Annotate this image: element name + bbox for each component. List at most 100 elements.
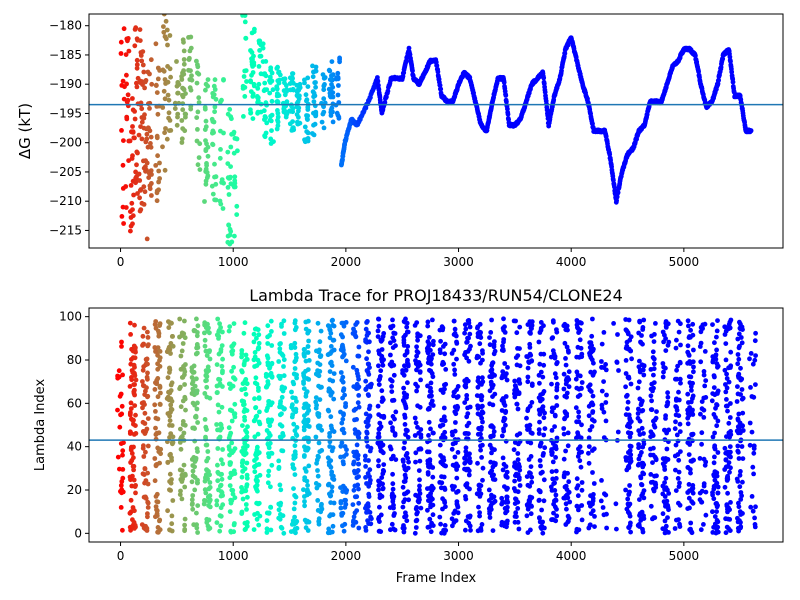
lambda-point	[294, 433, 300, 438]
lambda-point	[590, 393, 596, 399]
lambda-point	[429, 520, 434, 526]
lambda-point	[142, 410, 148, 416]
lambda-point	[318, 353, 324, 358]
lambda-point	[690, 393, 696, 399]
lambda-point	[738, 520, 743, 525]
lambda-point	[579, 487, 585, 493]
lambda-point	[691, 347, 696, 353]
delta-g-point	[231, 184, 237, 190]
lambda-point	[488, 434, 493, 439]
lambda-point	[133, 377, 139, 383]
lambda-point	[688, 374, 694, 380]
lambda-point	[306, 318, 311, 324]
lambda-point	[218, 482, 224, 488]
lambda-point	[154, 507, 159, 513]
lambda-point	[255, 431, 261, 437]
lambda-point	[753, 504, 758, 510]
delta-g-point	[234, 136, 239, 142]
lambda-point	[751, 450, 757, 456]
lambda-point	[182, 422, 188, 428]
delta-g-point	[294, 104, 300, 110]
delta-g-point	[119, 127, 124, 133]
lambda-point	[553, 375, 559, 381]
lambda-point	[120, 452, 125, 458]
lambda-point	[203, 490, 209, 496]
lambda-point	[589, 424, 595, 429]
lambda-point	[662, 427, 667, 433]
lambda-point	[515, 499, 521, 505]
delta-g-point	[121, 221, 126, 226]
delta-g-point	[182, 128, 188, 134]
delta-g-point	[144, 131, 150, 137]
lambda-point	[554, 438, 559, 444]
delta-g-point	[221, 77, 226, 83]
lambda-point	[417, 483, 422, 489]
lambda-point	[391, 372, 397, 378]
lambda-point	[635, 462, 641, 468]
lambda-point	[228, 430, 234, 436]
delta-g-point	[154, 133, 160, 139]
lambda-point	[565, 519, 571, 525]
lambda-point	[426, 449, 432, 455]
lambda-point	[724, 503, 730, 509]
delta-g-point	[165, 79, 171, 85]
y-tick-label: −215	[49, 223, 82, 237]
delta-g-point	[180, 107, 186, 113]
lambda-point	[442, 429, 448, 435]
lambda-point	[165, 375, 171, 380]
lambda-point	[328, 414, 334, 420]
delta-g-point	[146, 126, 151, 131]
lambda-point	[364, 481, 369, 486]
lambda-point	[529, 495, 535, 500]
lambda-point	[378, 424, 384, 430]
lambda-point	[516, 461, 522, 467]
lambda-point	[351, 459, 357, 465]
delta-g-point	[319, 119, 325, 125]
delta-g-point	[249, 72, 254, 78]
lambda-point	[266, 468, 272, 474]
lambda-point	[554, 506, 559, 512]
lambda-point	[375, 334, 381, 339]
lambda-point	[566, 369, 572, 375]
lambda-point	[157, 383, 163, 389]
lambda-point	[614, 526, 619, 532]
delta-g-point	[119, 83, 125, 88]
lambda-point	[278, 374, 284, 379]
lambda-point	[351, 514, 357, 520]
lambda-point	[566, 384, 572, 390]
lambda-point	[566, 377, 572, 382]
lambda-point	[338, 505, 344, 511]
lambda-point	[144, 356, 150, 362]
lambda-point	[363, 419, 369, 425]
lambda-point	[463, 326, 469, 332]
lambda-point	[387, 444, 393, 450]
lambda-point	[689, 388, 694, 393]
lambda-point	[548, 354, 554, 360]
lambda-point	[415, 337, 420, 343]
lambda-point	[290, 518, 296, 524]
lambda-point	[317, 397, 323, 402]
delta-g-point	[139, 106, 145, 112]
delta-g-point	[167, 66, 173, 72]
lambda-point	[561, 323, 567, 329]
delta-g-point	[165, 92, 171, 98]
delta-g-point	[268, 113, 273, 119]
delta-g-point	[263, 100, 269, 106]
lambda-point	[219, 363, 225, 369]
lambda-point	[727, 415, 733, 420]
lambda-point	[685, 391, 691, 397]
delta-g-point	[133, 25, 139, 31]
lambda-point	[747, 356, 752, 362]
lambda-point	[378, 448, 384, 454]
lambda-point	[428, 361, 434, 367]
lambda-point	[641, 471, 647, 477]
lambda-point	[227, 324, 233, 329]
lambda-point	[328, 360, 333, 366]
lambda-point	[291, 371, 297, 377]
delta-g-point	[142, 189, 148, 195]
lambda-point	[501, 316, 506, 322]
lambda-point	[146, 342, 151, 347]
delta-g-x-ticks: 0 1000 2000 3000 4000 5000	[117, 248, 699, 269]
lambda-point	[589, 333, 595, 339]
lambda-point	[276, 507, 282, 513]
